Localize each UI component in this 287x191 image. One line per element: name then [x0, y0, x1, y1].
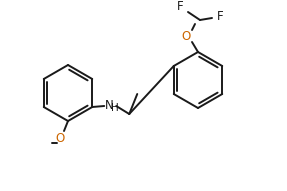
Text: H: H	[111, 103, 119, 112]
Text: O: O	[55, 133, 65, 146]
Text: F: F	[177, 0, 183, 12]
Text: O: O	[181, 29, 191, 43]
Text: F: F	[217, 10, 223, 23]
Text: N: N	[105, 99, 114, 112]
